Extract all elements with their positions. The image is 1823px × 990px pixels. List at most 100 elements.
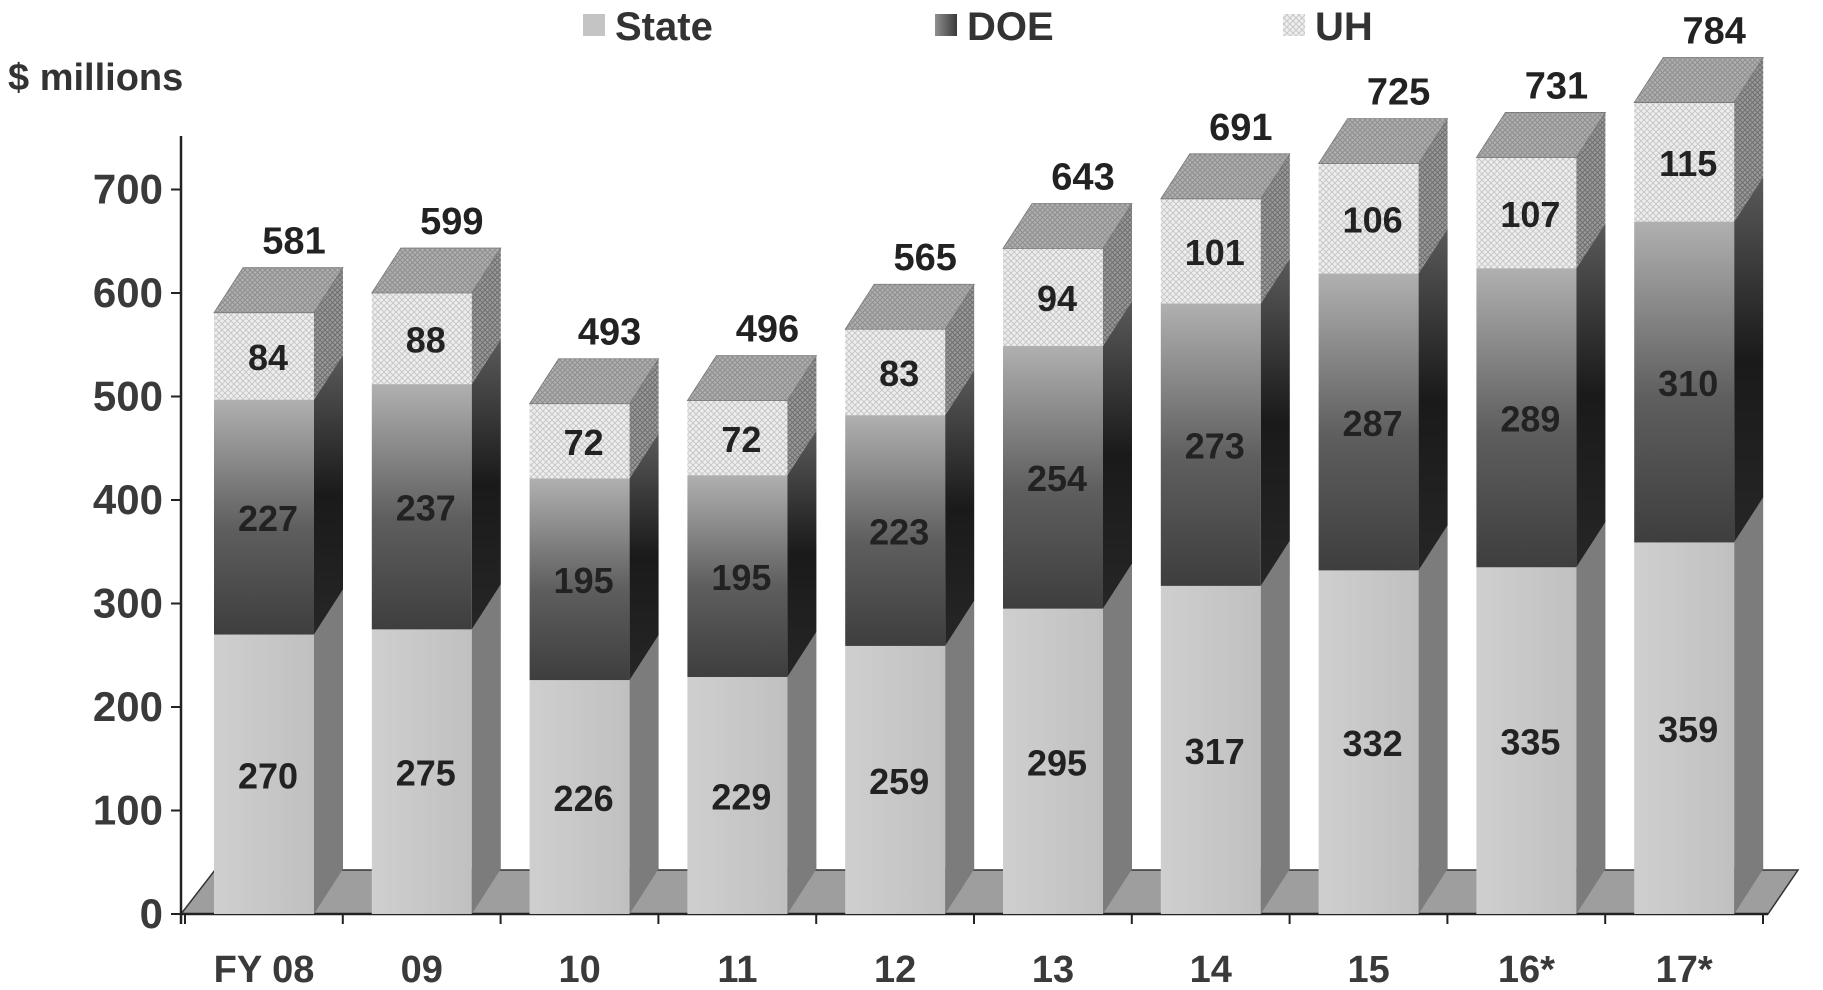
- bar-segment-label: 72: [564, 422, 604, 463]
- bar-segment-front: [371, 384, 472, 630]
- bar-segment-label: 295: [1027, 742, 1087, 783]
- bar-segment-side: [629, 635, 659, 914]
- bar-segment-label: 84: [248, 337, 288, 378]
- legend-swatch: [935, 14, 957, 36]
- x-tick-label: 10: [558, 949, 600, 990]
- bar-segment-side: [1418, 228, 1448, 571]
- bar-segment-label: 359: [1658, 709, 1718, 750]
- bar-total-label: 581: [262, 221, 325, 263]
- x-tick-label: 13: [1032, 949, 1074, 990]
- y-tick-label: 500: [93, 373, 163, 420]
- bar-segment-label: 72: [721, 419, 761, 460]
- bar-top: [371, 247, 502, 294]
- legend-label: State: [615, 5, 713, 49]
- bar-top: [1317, 118, 1449, 165]
- bar-segment-label: 254: [1027, 458, 1087, 499]
- bar-segment-side: [787, 355, 817, 476]
- y-tick-label: 700: [93, 166, 163, 213]
- bar-segment-label: 195: [711, 557, 771, 598]
- bar-segment-front: [1003, 608, 1103, 914]
- x-tick-label: 11: [717, 949, 757, 990]
- bar-top: [528, 358, 660, 405]
- bar-segment-front: [1318, 273, 1419, 571]
- bar-segment-label: 195: [554, 560, 614, 601]
- x-tick-label: FY 08: [214, 949, 315, 990]
- bar-segment-front: [1476, 268, 1577, 568]
- y-tick-label: 100: [93, 787, 163, 834]
- x-tick-label: 16*: [1498, 949, 1555, 990]
- bar-total-label: 496: [736, 309, 799, 351]
- x-tick-label: 12: [874, 949, 916, 990]
- bar-segment-front: [1003, 345, 1103, 609]
- bar-segment-side: [787, 631, 817, 914]
- bar-segment-side: [1576, 522, 1606, 914]
- bar-stack: 270 227 84 581: [213, 221, 344, 914]
- x-tick-label: 14: [1190, 949, 1232, 990]
- bar-segment-label: 226: [554, 778, 614, 819]
- bar-top: [1633, 57, 1764, 103]
- bar-top: [844, 283, 975, 330]
- bar-segment-side: [1418, 118, 1448, 274]
- bar-segment-front: [1634, 102, 1735, 222]
- bar-segment-front: [1160, 303, 1261, 586]
- bar-segment-front: [1160, 585, 1261, 914]
- bar-stack: 359 310 115 784: [1633, 11, 1764, 914]
- bar-stack: 226 195 72 493: [528, 312, 660, 914]
- bar-top: [213, 267, 344, 314]
- y-tick-label: 0: [140, 890, 163, 937]
- y-axis-label: $ millions: [8, 57, 183, 99]
- bar-segment-front: [1003, 248, 1103, 346]
- bar-segment-front: [687, 676, 788, 914]
- bar-segment-front: [1318, 163, 1419, 274]
- bar-total-label: 725: [1367, 72, 1430, 114]
- bar-total-label: 565: [893, 237, 956, 279]
- bar-segment-front: [529, 680, 630, 914]
- bar-segment-front: [1318, 570, 1419, 914]
- bar-segment-label: 335: [1500, 722, 1560, 763]
- bar-segment-label: 275: [396, 753, 456, 794]
- bar-total-label: 643: [1051, 156, 1114, 198]
- bar-segment-side: [1260, 540, 1290, 914]
- bar-top: [686, 355, 818, 402]
- bar-segment-side: [471, 584, 501, 914]
- bar-segment-side: [1103, 203, 1132, 346]
- y-tick-label: 300: [93, 580, 163, 627]
- bar-segment-side: [1418, 525, 1448, 914]
- bar-segment-front: [214, 634, 314, 914]
- bar-segment-side: [1103, 300, 1132, 609]
- bar-segment-front: [214, 312, 314, 400]
- bar-segment-side: [945, 370, 975, 646]
- bars: 270 227 84 581 275 237 88 599 226 195 72 493 229 195 7…: [213, 11, 1764, 914]
- bar-segment-label: 237: [396, 488, 456, 529]
- bar-segment-label: 310: [1658, 363, 1718, 404]
- bar-segment-label: 270: [238, 755, 298, 796]
- bar-top: [1475, 112, 1607, 158]
- bar-top: [1160, 153, 1291, 200]
- bar-segment-front: [214, 399, 314, 635]
- y-tick-label: 400: [93, 476, 163, 523]
- bar-segment-front: [1160, 198, 1261, 304]
- bar-segment-label: 259: [869, 761, 929, 802]
- bar-segment-label: 287: [1343, 403, 1403, 444]
- legend-swatch: [1283, 14, 1305, 36]
- bar-stack: 275 237 88 599: [371, 201, 502, 914]
- bar-segment-front: [687, 400, 788, 476]
- bar-total-label: 691: [1209, 107, 1272, 149]
- bar-stack: 295 254 94 643: [1002, 156, 1133, 914]
- bar-segment-side: [1734, 57, 1764, 222]
- bar-top: [1002, 203, 1133, 249]
- legend: State DOE UH: [583, 5, 1373, 49]
- x-tick-label: 09: [401, 949, 443, 990]
- bar-segment-label: 115: [1659, 143, 1717, 184]
- legend-label: UH: [1315, 5, 1373, 49]
- bar-segment-side: [1734, 176, 1764, 543]
- bar-segment-label: 273: [1185, 426, 1245, 467]
- bar-segment-label: 107: [1500, 194, 1560, 235]
- bar-segment-label: 229: [711, 776, 771, 817]
- bar-segment-front: [1476, 157, 1577, 269]
- bar-segment-front: [687, 475, 788, 677]
- bar-segment-side: [629, 433, 659, 681]
- bar-segment-label: 317: [1185, 731, 1245, 772]
- bar-segment-label: 106: [1343, 199, 1403, 240]
